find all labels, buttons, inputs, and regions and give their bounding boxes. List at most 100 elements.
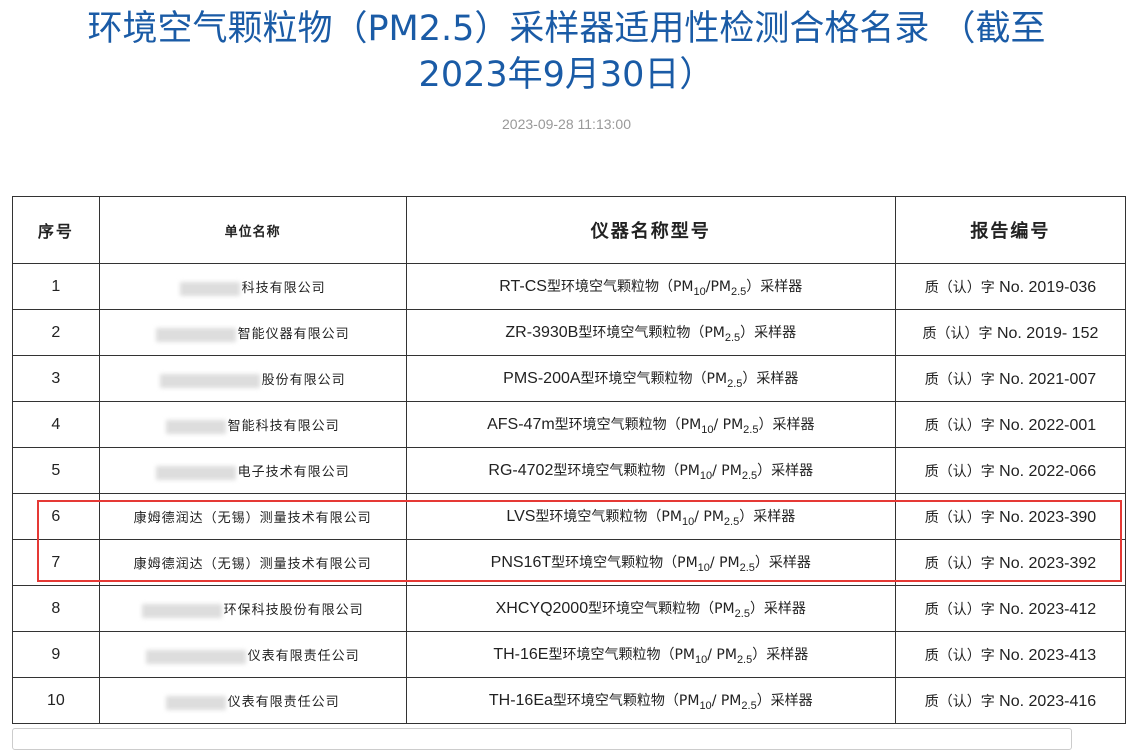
subscript: 10 [701, 423, 714, 436]
row-index: 4 [12, 401, 100, 448]
unit-text: 科技有限公司 [241, 281, 326, 296]
unit-name: 仪表有限责任公司 [98, 631, 407, 678]
redacted-blur [165, 695, 226, 710]
instrument-text: ）采样器 [746, 278, 803, 295]
instrument-name: RT-CS型环境空气颗粒物（PM10/PM2.5）采样器 [405, 263, 896, 310]
instrument-text: /PM [705, 278, 731, 295]
model: PMS-200A [503, 369, 581, 387]
report-prefix: 质（认）字 [924, 509, 995, 526]
table-row: 2 智能仪器有限公司 ZR-3930B型环境空气颗粒物（PM2.5）采样器 质（认）字… [12, 309, 1127, 356]
report-no: No. 2023-413 [999, 646, 1097, 664]
instrument-name: LVS型环境空气颗粒物（PM10/ PM2.5）采样器 [405, 493, 896, 540]
subscript: 10 [693, 285, 706, 298]
next-section-box [12, 728, 1072, 750]
unit-text: 股份有限公司 [261, 373, 346, 388]
instrument-text: ）采样器 [752, 646, 809, 663]
subscript: 2.5 [734, 607, 750, 620]
report-number: 质（认）字 No. 2019- 152 [894, 309, 1127, 356]
redacted-blur [155, 327, 236, 342]
subscript: 2.5 [741, 469, 758, 482]
instrument-text: / PM [713, 416, 744, 433]
table-row: 4 智能科技有限公司 AFS-47m型环境空气颗粒物（PM10/ PM2.5）采样器… [12, 401, 1127, 448]
report-no: No. 2023-392 [999, 554, 1097, 572]
subscript: 10 [697, 561, 710, 574]
instrument-name: XHCYQ2000型环境空气颗粒物（PM2.5）采样器 [405, 585, 896, 632]
table-row: 6 康姆德润达（无锡）测量技术有限公司 LVS型环境空气颗粒物（PM10/ PM2.… [12, 493, 1127, 540]
instrument-name: TH-16E型环境空气颗粒物（PM10/ PM2.5）采样器 [405, 631, 896, 678]
report-number: 质（认）字 No. 2023-390 [894, 493, 1127, 540]
redacted-blur [155, 465, 236, 480]
report-no: No. 2022-066 [999, 462, 1097, 480]
redacted-blur [141, 603, 222, 618]
unit-text: 电子技术有限公司 [237, 465, 350, 480]
instrument-text: 型环境空气颗粒物（PM [580, 370, 728, 387]
row-index: 1 [12, 263, 100, 310]
row-index: 5 [12, 447, 100, 494]
report-prefix: 质（认）字 [924, 463, 995, 480]
unit-name: 智能科技有限公司 [98, 401, 407, 448]
header-instrument: 仪器名称型号 [405, 196, 896, 264]
report-prefix: 质（认）字 [924, 647, 995, 664]
model: TH-16E [493, 645, 549, 663]
table-row: 10 仪表有限责任公司 TH-16Ea型环境空气颗粒物（PM10/ PM2.5）采样… [12, 677, 1127, 724]
report-prefix: 质（认）字 [924, 555, 995, 572]
instrument-text: / PM [711, 692, 742, 709]
header-unit: 单位名称 [98, 196, 407, 264]
report-no: No. 2021-007 [999, 370, 1097, 388]
unit-name: 电子技术有限公司 [98, 447, 407, 494]
instrument-text: ）采样器 [749, 600, 806, 617]
model: LVS [506, 507, 536, 525]
instrument-text: ）采样器 [756, 692, 813, 709]
instrument-name: TH-16Ea型环境空气颗粒物（PM10/ PM2.5）采样器 [405, 677, 896, 724]
instrument-text: 型环境空气颗粒物（PM [548, 646, 695, 663]
report-no: No. 2023-412 [999, 600, 1097, 618]
unit-text: 康姆德润达（无锡）测量技术有限公司 [133, 511, 372, 526]
report-no: No. 2023-390 [999, 508, 1097, 526]
subscript: 10 [694, 653, 708, 666]
unit-name: 科技有限公司 [98, 263, 407, 310]
row-index: 9 [12, 631, 100, 678]
instrument-text: / PM [707, 646, 737, 663]
publish-date: 2023-09-28 11:13:00 [502, 116, 631, 132]
report-prefix: 质（认）字 [924, 279, 995, 296]
report-number: 质（认）字 No. 2023-392 [894, 539, 1127, 586]
model: RT-CS [499, 277, 547, 295]
report-prefix: 质（认）字 [924, 417, 995, 434]
report-number: 质（认）字 No. 2021-007 [894, 355, 1127, 402]
unit-text: 康姆德润达（无锡）测量技术有限公司 [133, 557, 372, 572]
instrument-text: 型环境空气颗粒物（PM [578, 324, 725, 341]
table-row: 8 环保科技股份有限公司 XHCYQ2000型环境空气颗粒物（PM2.5）采样器 质（… [12, 585, 1127, 632]
model: XHCYQ2000 [495, 599, 589, 617]
instrument-name: RG-4702型环境空气颗粒物（PM10/ PM2.5）采样器 [405, 447, 896, 494]
unit-text: 仪表有限责任公司 [247, 649, 360, 664]
instrument-text: 型环境空气颗粒物（PM [553, 462, 700, 479]
unit-text: 智能仪器有限公司 [237, 327, 350, 342]
page-title: 环境空气颗粒物（PM2.5）采样器适用性检测合格名录 （截至 2023年9月30… [0, 6, 1133, 98]
report-no: No. 2022-001 [999, 416, 1097, 434]
redacted-blur [179, 281, 240, 296]
instrument-text: ）采样器 [754, 554, 811, 571]
instrument-name: ZR-3930B型环境空气颗粒物（PM2.5）采样器 [405, 309, 896, 356]
unit-text: 仪表有限责任公司 [227, 695, 340, 710]
unit-name: 康姆德润达（无锡）测量技术有限公司 [98, 493, 407, 540]
instrument-text: / PM [694, 508, 724, 525]
instrument-text: 型环境空气颗粒物（PM [551, 554, 698, 571]
instrument-text: ）采样器 [740, 324, 797, 341]
unit-name: 股份有限公司 [98, 355, 407, 402]
subscript: 2.5 [727, 377, 743, 390]
instrument-text: 型环境空气颗粒物（PM [535, 508, 682, 525]
instrument-name: PNS16T型环境空气颗粒物（PM10/ PM2.5）采样器 [405, 539, 896, 586]
instrument-text: 型环境空气颗粒物（PM [552, 692, 700, 709]
model: RG-4702 [488, 461, 554, 479]
title-line-1: 环境空气颗粒物（PM2.5）采样器适用性检测合格名录 （截至 [87, 9, 1046, 49]
header-report: 报告编号 [894, 196, 1127, 264]
row-index: 3 [12, 355, 100, 402]
row-index: 8 [12, 585, 100, 632]
table-row: 5 电子技术有限公司 RG-4702型环境空气颗粒物（PM10/ PM2.5）采样器… [12, 447, 1127, 494]
model: TH-16Ea [488, 691, 553, 709]
row-index: 7 [12, 539, 100, 586]
model: ZR-3930B [505, 323, 579, 341]
title-line-2: 2023年9月30日） [418, 55, 715, 95]
instrument-text: ）采样器 [757, 462, 814, 479]
instrument-text: / PM [712, 462, 742, 479]
